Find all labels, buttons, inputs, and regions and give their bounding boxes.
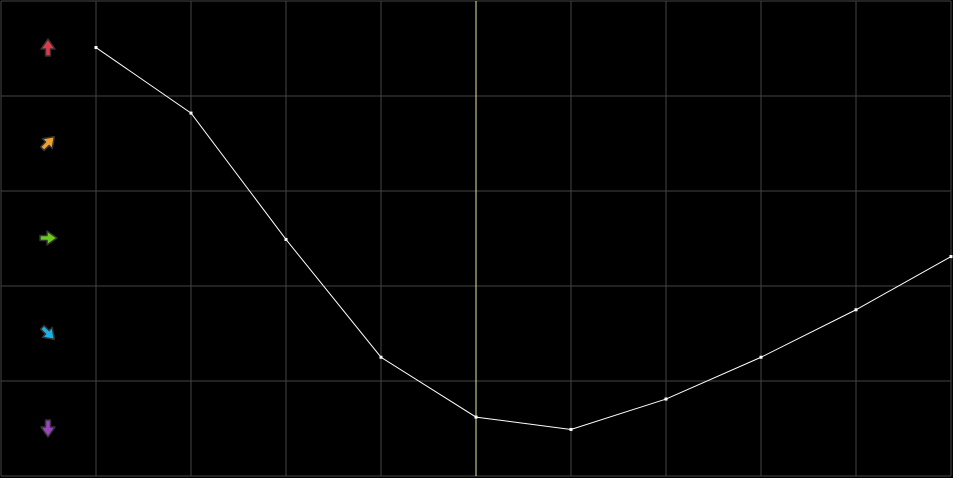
data-point: [569, 427, 573, 431]
data-point: [284, 237, 288, 241]
arrow-up-icon: [40, 38, 56, 57]
data-point: [759, 355, 763, 359]
arrow-down-right-icon: [39, 324, 56, 341]
data-point: [854, 308, 858, 312]
arrow-right-icon: [39, 230, 58, 246]
data-point: [94, 46, 98, 50]
arrow-up-right-icon: [39, 135, 56, 152]
series-line: [95, 47, 952, 430]
data-point: [189, 111, 193, 115]
arrow-down-icon: [40, 419, 56, 438]
data-point: [379, 355, 383, 359]
data-point: [474, 415, 478, 419]
data-point: [664, 397, 668, 401]
data-point: [949, 255, 953, 259]
